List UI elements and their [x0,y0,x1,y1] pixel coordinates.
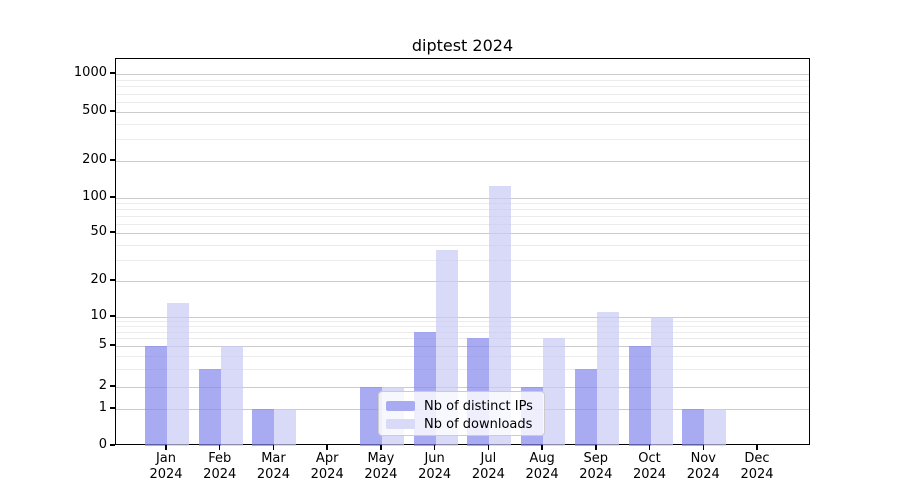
y-tick-label: 5 [98,337,107,352]
x-tick-mark [702,445,705,450]
gridline-major [116,74,809,75]
y-tick-mark [110,344,115,346]
gridline-major [116,346,809,347]
x-tick-label-sep: Sep 2024 [579,451,613,482]
bar-nov-distinct-ips [682,409,705,446]
x-tick-label-apr: Apr 2024 [310,451,344,482]
gridline-minor [116,326,809,328]
gridline-minor [116,93,809,95]
x-tick-mark [433,445,436,450]
gridline-minor [116,355,809,357]
legend-label-ips: Nb of distinct IPs [424,398,533,414]
x-tick-mark [380,445,382,450]
gridline-minor [116,102,809,103]
bar-oct-distinct-ips [628,346,651,446]
legend-swatch-ips-icon [386,401,415,411]
gridline-minor [116,203,809,205]
bar-feb-distinct-ips [198,368,221,446]
gridline-major [116,112,809,113]
y-tick-label: 0 [98,437,107,452]
bar-jan-downloads [167,303,189,446]
legend: Nb of distinct IPs Nb of downloads [378,391,545,436]
y-tick-mark [110,231,115,233]
x-tick-label-jun: Jun 2024 [418,451,452,482]
gridline-minor [116,338,809,340]
y-tick-mark [110,110,115,112]
bar-sep-distinct-ips [574,368,597,446]
gridline-minor [116,216,809,217]
y-tick-label: 200 [82,152,107,167]
gridline-minor [116,79,809,81]
bar-jul-downloads [489,186,512,446]
bar-sep-downloads [596,312,619,446]
bar-mar-distinct-ips [252,409,275,446]
x-tick-mark [487,445,490,450]
gridline-major [116,317,809,318]
y-tick-mark [110,385,115,387]
legend-item-downloads: Nb of downloads [386,415,536,433]
x-tick-mark [326,445,328,450]
gridline-minor [116,139,809,141]
legend-label-downloads: Nb of downloads [424,416,533,432]
gridline-minor [116,331,809,333]
plot-area [115,58,810,446]
x-tick-label-jan: Jan 2024 [149,451,183,482]
y-tick-label: 2 [98,378,107,393]
x-tick-mark [648,445,651,450]
y-tick-label: 1000 [73,65,107,80]
y-tick-mark [110,196,115,198]
x-tick-mark [218,445,221,450]
y-tick-label: 500 [82,103,107,118]
gridline-major [116,161,809,162]
chart-title: diptest 2024 [411,36,514,55]
bar-nov-downloads [704,409,727,446]
x-tick-mark [595,445,597,450]
y-tick-mark [110,444,115,446]
gridline-major [116,281,809,282]
x-tick-mark [272,445,275,450]
bar-feb-downloads [220,346,243,446]
bar-may-distinct-ips [359,387,382,446]
x-tick-label-dec: Dec 2024 [740,451,774,482]
x-tick-label-mar: Mar 2024 [256,451,290,482]
x-tick-mark [541,445,543,450]
gridline-minor [116,321,809,323]
bar-mar-downloads [274,409,297,446]
gridline-minor [116,123,809,125]
x-tick-label-may: May 2024 [364,451,398,482]
y-tick-label: 1 [98,400,107,415]
gridline-minor [116,259,809,261]
gridline-minor [116,86,809,88]
gridline-minor [116,223,809,225]
x-tick-label-aug: Aug 2024 [525,451,559,482]
x-tick-label-oct: Oct 2024 [632,451,667,482]
gridline-major [116,387,809,388]
y-tick-mark [110,279,115,281]
gridline-minor [116,244,809,246]
y-tick-mark [110,407,115,409]
legend-item-distinct-ips: Nb of distinct IPs [386,397,536,415]
y-tick-label: 100 [82,189,107,204]
bar-jan-distinct-ips [145,346,167,446]
x-tick-mark [756,445,758,450]
y-tick-mark [110,315,115,317]
y-tick-label: 10 [90,308,107,323]
x-tick-label-feb: Feb 2024 [203,451,237,482]
x-tick-label-nov: Nov 2024 [686,451,720,482]
y-tick-label: 50 [90,224,107,239]
x-tick-label-jul: Jul 2024 [471,451,505,482]
legend-swatch-downloads-icon [386,419,415,429]
y-tick-mark [110,72,115,74]
gridline-minor [116,209,809,211]
y-tick-mark [110,159,115,161]
x-tick-mark [165,445,167,450]
bar-oct-downloads [650,317,673,446]
bar-aug-downloads [543,338,566,446]
gridline-major [116,198,809,199]
gridline-minor [116,368,809,370]
y-tick-label: 20 [90,272,107,287]
gridline-major [116,233,809,234]
